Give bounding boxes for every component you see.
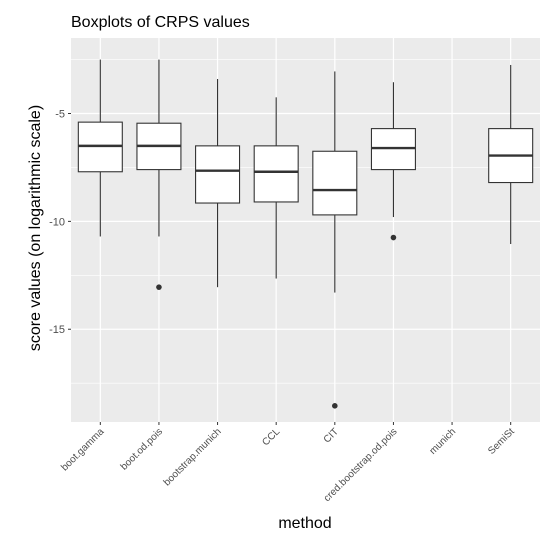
box-boot.od.pois [136, 59, 182, 290]
iqr-box [253, 145, 299, 203]
x-tick-label: bootstrap.munich [162, 426, 224, 488]
box-boot.gamma [77, 59, 123, 237]
x-tick-label: munich [428, 426, 459, 457]
x-tick-label: boot.od.pois [119, 426, 165, 472]
outlier-point [156, 284, 162, 290]
plot-panel [71, 38, 540, 422]
box-CIT [312, 71, 358, 409]
iqr-box [195, 145, 241, 204]
outlier-point [332, 403, 338, 409]
x-tick-label: SemiSt [486, 426, 517, 457]
x-tick-label: boot.gamma [59, 426, 106, 473]
x-axis-title: method [278, 515, 331, 532]
y-tick-label: -15 [49, 324, 65, 336]
outlier-point [390, 234, 397, 241]
box-SemiSt [488, 64, 534, 245]
x-tick-label: CCL [260, 426, 282, 448]
box-cred.bootstrap.od.pois [370, 82, 416, 241]
box-bootstrap.munich [195, 78, 241, 288]
boxplots [77, 59, 534, 409]
iqr-box [312, 150, 358, 216]
y-axis: -5 -10 -15 [49, 109, 71, 336]
chart-title: Boxplots of CRPS values [71, 14, 250, 31]
x-tick-label: CIT [322, 426, 341, 445]
y-axis-title: score values (on logarithmic scale) [27, 105, 44, 351]
box-CCL [253, 97, 299, 279]
y-tick-label: -5 [55, 109, 65, 121]
y-tick-label: -10 [49, 216, 65, 228]
